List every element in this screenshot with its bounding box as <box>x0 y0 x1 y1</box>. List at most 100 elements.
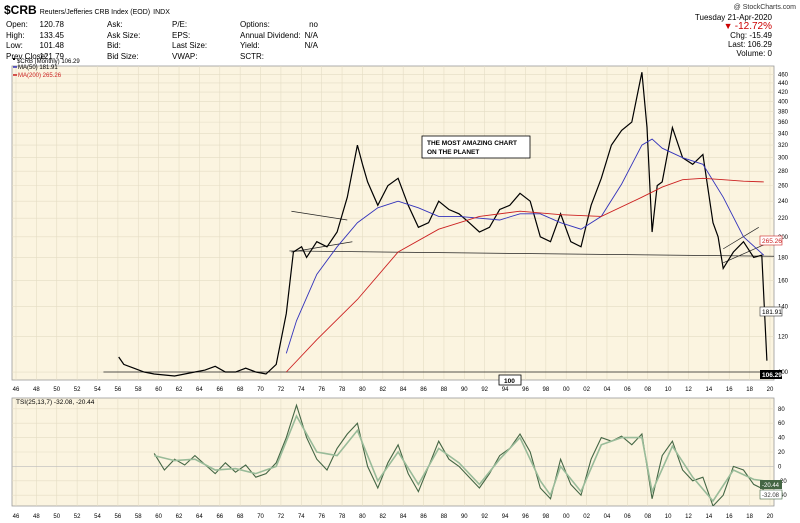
x-tick-label: 64 <box>196 387 203 393</box>
bid-label: Bid: <box>107 41 121 50</box>
tsi-x-tick-label: 56 <box>115 514 122 520</box>
symbol-description: Reuters/Jefferies CRB Index (EOD) <box>39 9 151 16</box>
volume-value: 0 <box>767 49 772 58</box>
x-tick-label: 62 <box>176 387 183 393</box>
chg-label: Chg: <box>730 31 748 40</box>
quote-summary: Tuesday 21-Apr-2020 ▼ -12.72% Chg: -15.4… <box>682 13 772 58</box>
x-tick-label: 70 <box>257 387 264 393</box>
tsi-x-tick-label: 62 <box>176 514 183 520</box>
trendline <box>291 210 348 221</box>
x-tick-label: 78 <box>339 387 346 393</box>
x-tick-label: 76 <box>318 387 325 393</box>
x-tick-label: 72 <box>278 387 285 393</box>
open-value: 120.78 <box>39 20 64 29</box>
x-tick-label: 12 <box>685 387 692 393</box>
legend-crb: $CRB (Monthly) 106.29 <box>17 59 80 65</box>
y-tick-label: 340 <box>778 131 789 137</box>
x-tick-label: 98 <box>542 387 549 393</box>
x-tick-label: 74 <box>298 387 305 393</box>
tsi-x-tick-label: 68 <box>237 514 244 520</box>
tsi-x-tick-label: 90 <box>461 514 468 520</box>
x-tick-label: 90 <box>461 387 468 393</box>
right-value-tags: 181.91 265.26 106.29 <box>759 235 783 379</box>
tsi-y-tick-label: -20 <box>778 479 787 485</box>
tsi-x-tick-label: 76 <box>318 514 325 520</box>
tsi-x-tick-label: 50 <box>53 514 60 520</box>
tsi-y-tick-label: 40 <box>778 436 785 442</box>
tsi-y-tick-label: 80 <box>778 407 785 413</box>
tsi-x-tick-label: 80 <box>359 514 366 520</box>
x-tick-label: 82 <box>379 387 386 393</box>
tsi-x-tick-label: 48 <box>33 514 40 520</box>
level-100-label: 100 <box>504 378 515 385</box>
series-line-MA(200) <box>285 177 764 373</box>
tsi-x-tick-label: 72 <box>278 514 285 520</box>
tsi-x-tick-label: 96 <box>522 514 529 520</box>
support-tag: 181.91 <box>762 309 782 316</box>
high-label: High: <box>6 30 25 40</box>
y-tick-label: 160 <box>778 278 789 284</box>
tsi-x-tick-label: 14 <box>706 514 713 520</box>
quote-col-1: Open: 120.78 High: 133.45 Low: 101.48 Prev … <box>6 20 64 62</box>
ask-size-label: Ask Size: <box>107 30 141 40</box>
y-tick-label: 260 <box>778 184 789 190</box>
x-tick-label: 84 <box>400 387 407 393</box>
legend-ma50: MA(50) 181.91 <box>18 65 58 71</box>
last-size-label: Last Size: <box>172 41 208 50</box>
x-tick-label: 60 <box>155 387 162 393</box>
eps-label: EPS: <box>172 30 191 40</box>
low-label: Low: <box>6 41 23 50</box>
level-100-box: 100 <box>498 374 522 386</box>
x-tick-label: 68 <box>237 387 244 393</box>
tsi-x-tick-label: 10 <box>665 514 672 520</box>
x-tick-label: 06 <box>624 387 631 393</box>
tsi-x-tick-label: 60 <box>155 514 162 520</box>
tsi-x-tick-label: 00 <box>563 514 570 520</box>
trendline <box>723 226 759 250</box>
y-tick-label: 200 <box>778 235 789 241</box>
y-tick-label: 280 <box>778 169 789 175</box>
y-tick-label: 380 <box>778 110 789 116</box>
last-tag: 106.29 <box>762 372 782 379</box>
annotation-line-2: ON THE PLANET <box>427 149 479 156</box>
main-plot-area <box>11 65 775 381</box>
x-tick-label: 80 <box>359 387 366 393</box>
trendline <box>289 250 774 257</box>
symbol: $CRB <box>4 3 37 17</box>
tsi-y-tick-label: 20 <box>778 450 785 456</box>
prev-close-value: 121.79 <box>39 51 64 61</box>
y-tick-label: 120 <box>778 334 789 340</box>
last-value: 106.29 <box>747 40 772 49</box>
trendline <box>291 241 353 253</box>
tsi-x-tick-label: 08 <box>644 514 651 520</box>
annotation-line-1: THE MOST AMAZING CHART <box>427 140 517 147</box>
prev-close-label: Prev Close: <box>6 51 48 61</box>
tsi-x-tick-label: 94 <box>502 514 509 520</box>
x-tick-label: 48 <box>33 387 40 393</box>
open-label: Open: <box>6 20 28 29</box>
x-tick-label: 14 <box>706 387 713 393</box>
x-tick-label: 56 <box>115 387 122 393</box>
tsi-x-tick-label: 66 <box>216 514 223 520</box>
low-value: 101.48 <box>39 41 64 50</box>
tsi-x-tick-label: 64 <box>196 514 203 520</box>
volume-label: Volume: <box>736 49 766 58</box>
y-tick-label: 100 <box>778 370 789 376</box>
x-tick-label: 96 <box>522 387 529 393</box>
quote-col-2: Ask: Ask Size: Bid: Bid Size: <box>107 20 140 62</box>
quote-col-4: Options: no Annual Dividend: N/A Yield: N/A… <box>240 20 318 62</box>
high-value: 133.45 <box>39 30 64 40</box>
tsi-x-tick-label: 88 <box>441 514 448 520</box>
quote-col-3: P/E: EPS: Last Size: VWAP: <box>172 20 207 62</box>
y-tick-label: 240 <box>778 199 789 205</box>
tsi-x-tick-label: 86 <box>420 514 427 520</box>
legend-ma200: MA(200) 265.26 <box>18 73 62 79</box>
x-tick-label: 02 <box>583 387 590 393</box>
tsi-line-TSI <box>153 403 765 506</box>
vwap-label: VWAP: <box>172 51 198 61</box>
tsi-x-tick-label: 18 <box>746 514 753 520</box>
tsi-x-tick-label: 78 <box>339 514 346 520</box>
x-tick-label: 18 <box>746 387 753 393</box>
quote-date: Tuesday 21-Apr-2020 <box>694 13 772 22</box>
